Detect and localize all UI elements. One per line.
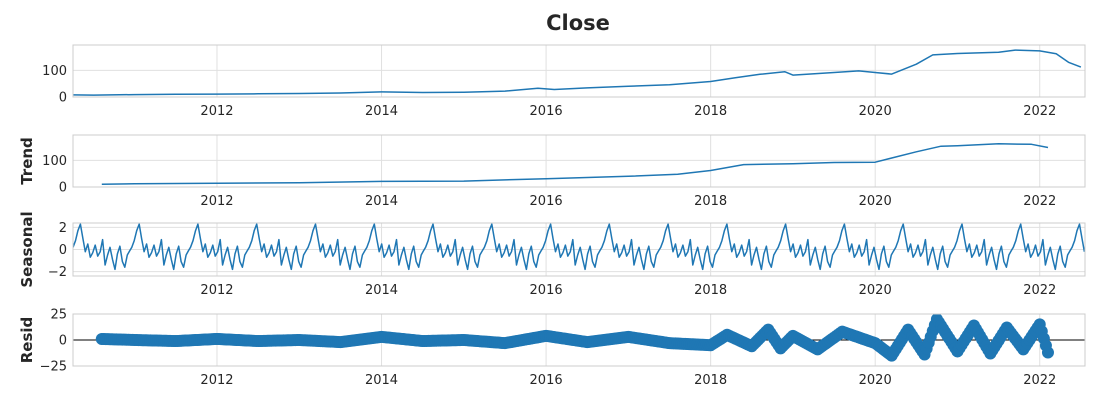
plot-area-observed [73,49,1082,96]
series-line-observed [73,49,1082,96]
x-tick-label: 2022 [1023,104,1056,119]
x-tick-label: 2018 [694,373,727,388]
panels: 2012 2014 2016 2018 2020 2022 0 100 2012 2014 2016… [18,44,1086,388]
series-line-seasonal [73,223,1085,271]
x-tick-label: 2012 [200,283,233,298]
panel-frame [72,134,1086,188]
series-line-trend [101,143,1049,186]
y-tick-label: −25 [40,360,67,375]
x-tick-label: 2022 [1023,373,1056,388]
x-tick-label: 2020 [859,194,892,209]
y-tick-label: 0 [59,181,67,196]
y-tick-label: 0 [59,243,67,258]
y-axis-label: Resid [18,317,36,364]
panel-observed: 2012 2014 2016 2018 2020 2022 0 100 [42,44,1086,119]
y-tick-label: 100 [42,64,67,79]
x-tick-label: 2016 [530,283,563,298]
y-tick-label: 100 [42,154,67,169]
plot-area-seasonal [73,223,1085,271]
x-tick-label: 2018 [694,104,727,119]
x-tick-label: 2022 [1023,283,1056,298]
x-tick-label: 2014 [365,104,398,119]
x-tick-label: 2022 [1023,194,1056,209]
x-tick-label: 2014 [365,283,398,298]
panel-resid: 2012 2014 2016 2018 2020 2022 −25 0 25 Resid [18,308,1086,388]
plot-area-resid [73,314,1085,362]
panel-seasonal: 2012 2014 2016 2018 2020 2022 −2 0 2 Seasonal [18,211,1086,298]
x-tick-label: 2014 [365,194,398,209]
x-tick-label: 2020 [859,373,892,388]
y-tick-label: −2 [48,265,67,280]
panel-frame [72,222,1086,277]
panel-trend: 2012 2014 2016 2018 2020 2022 0 100 Trend [18,134,1086,209]
chart-title: Close [546,11,610,35]
y-tick-label: 25 [50,308,67,323]
y-tick-label: 0 [59,334,67,349]
x-tick-label: 2014 [365,373,398,388]
x-tick-label: 2018 [694,194,727,209]
y-axis-label: Seasonal [18,211,36,287]
x-tick-label: 2018 [694,283,727,298]
y-axis-label: Trend [18,137,36,185]
x-tick-label: 2016 [530,104,563,119]
x-tick-label: 2020 [859,104,892,119]
x-tick-label: 2012 [200,373,233,388]
x-tick-label: 2012 [200,104,233,119]
y-tick-label: 0 [59,91,67,106]
x-tick-label: 2020 [859,283,892,298]
y-tick-label: 2 [59,221,67,236]
resid-point [1041,346,1054,359]
x-tick-label: 2012 [200,194,233,209]
x-tick-label: 2016 [530,194,563,209]
panel-frame [72,44,1086,98]
x-tick-label: 2016 [530,373,563,388]
panel-frame [72,313,1086,367]
plot-area-trend [101,143,1049,186]
